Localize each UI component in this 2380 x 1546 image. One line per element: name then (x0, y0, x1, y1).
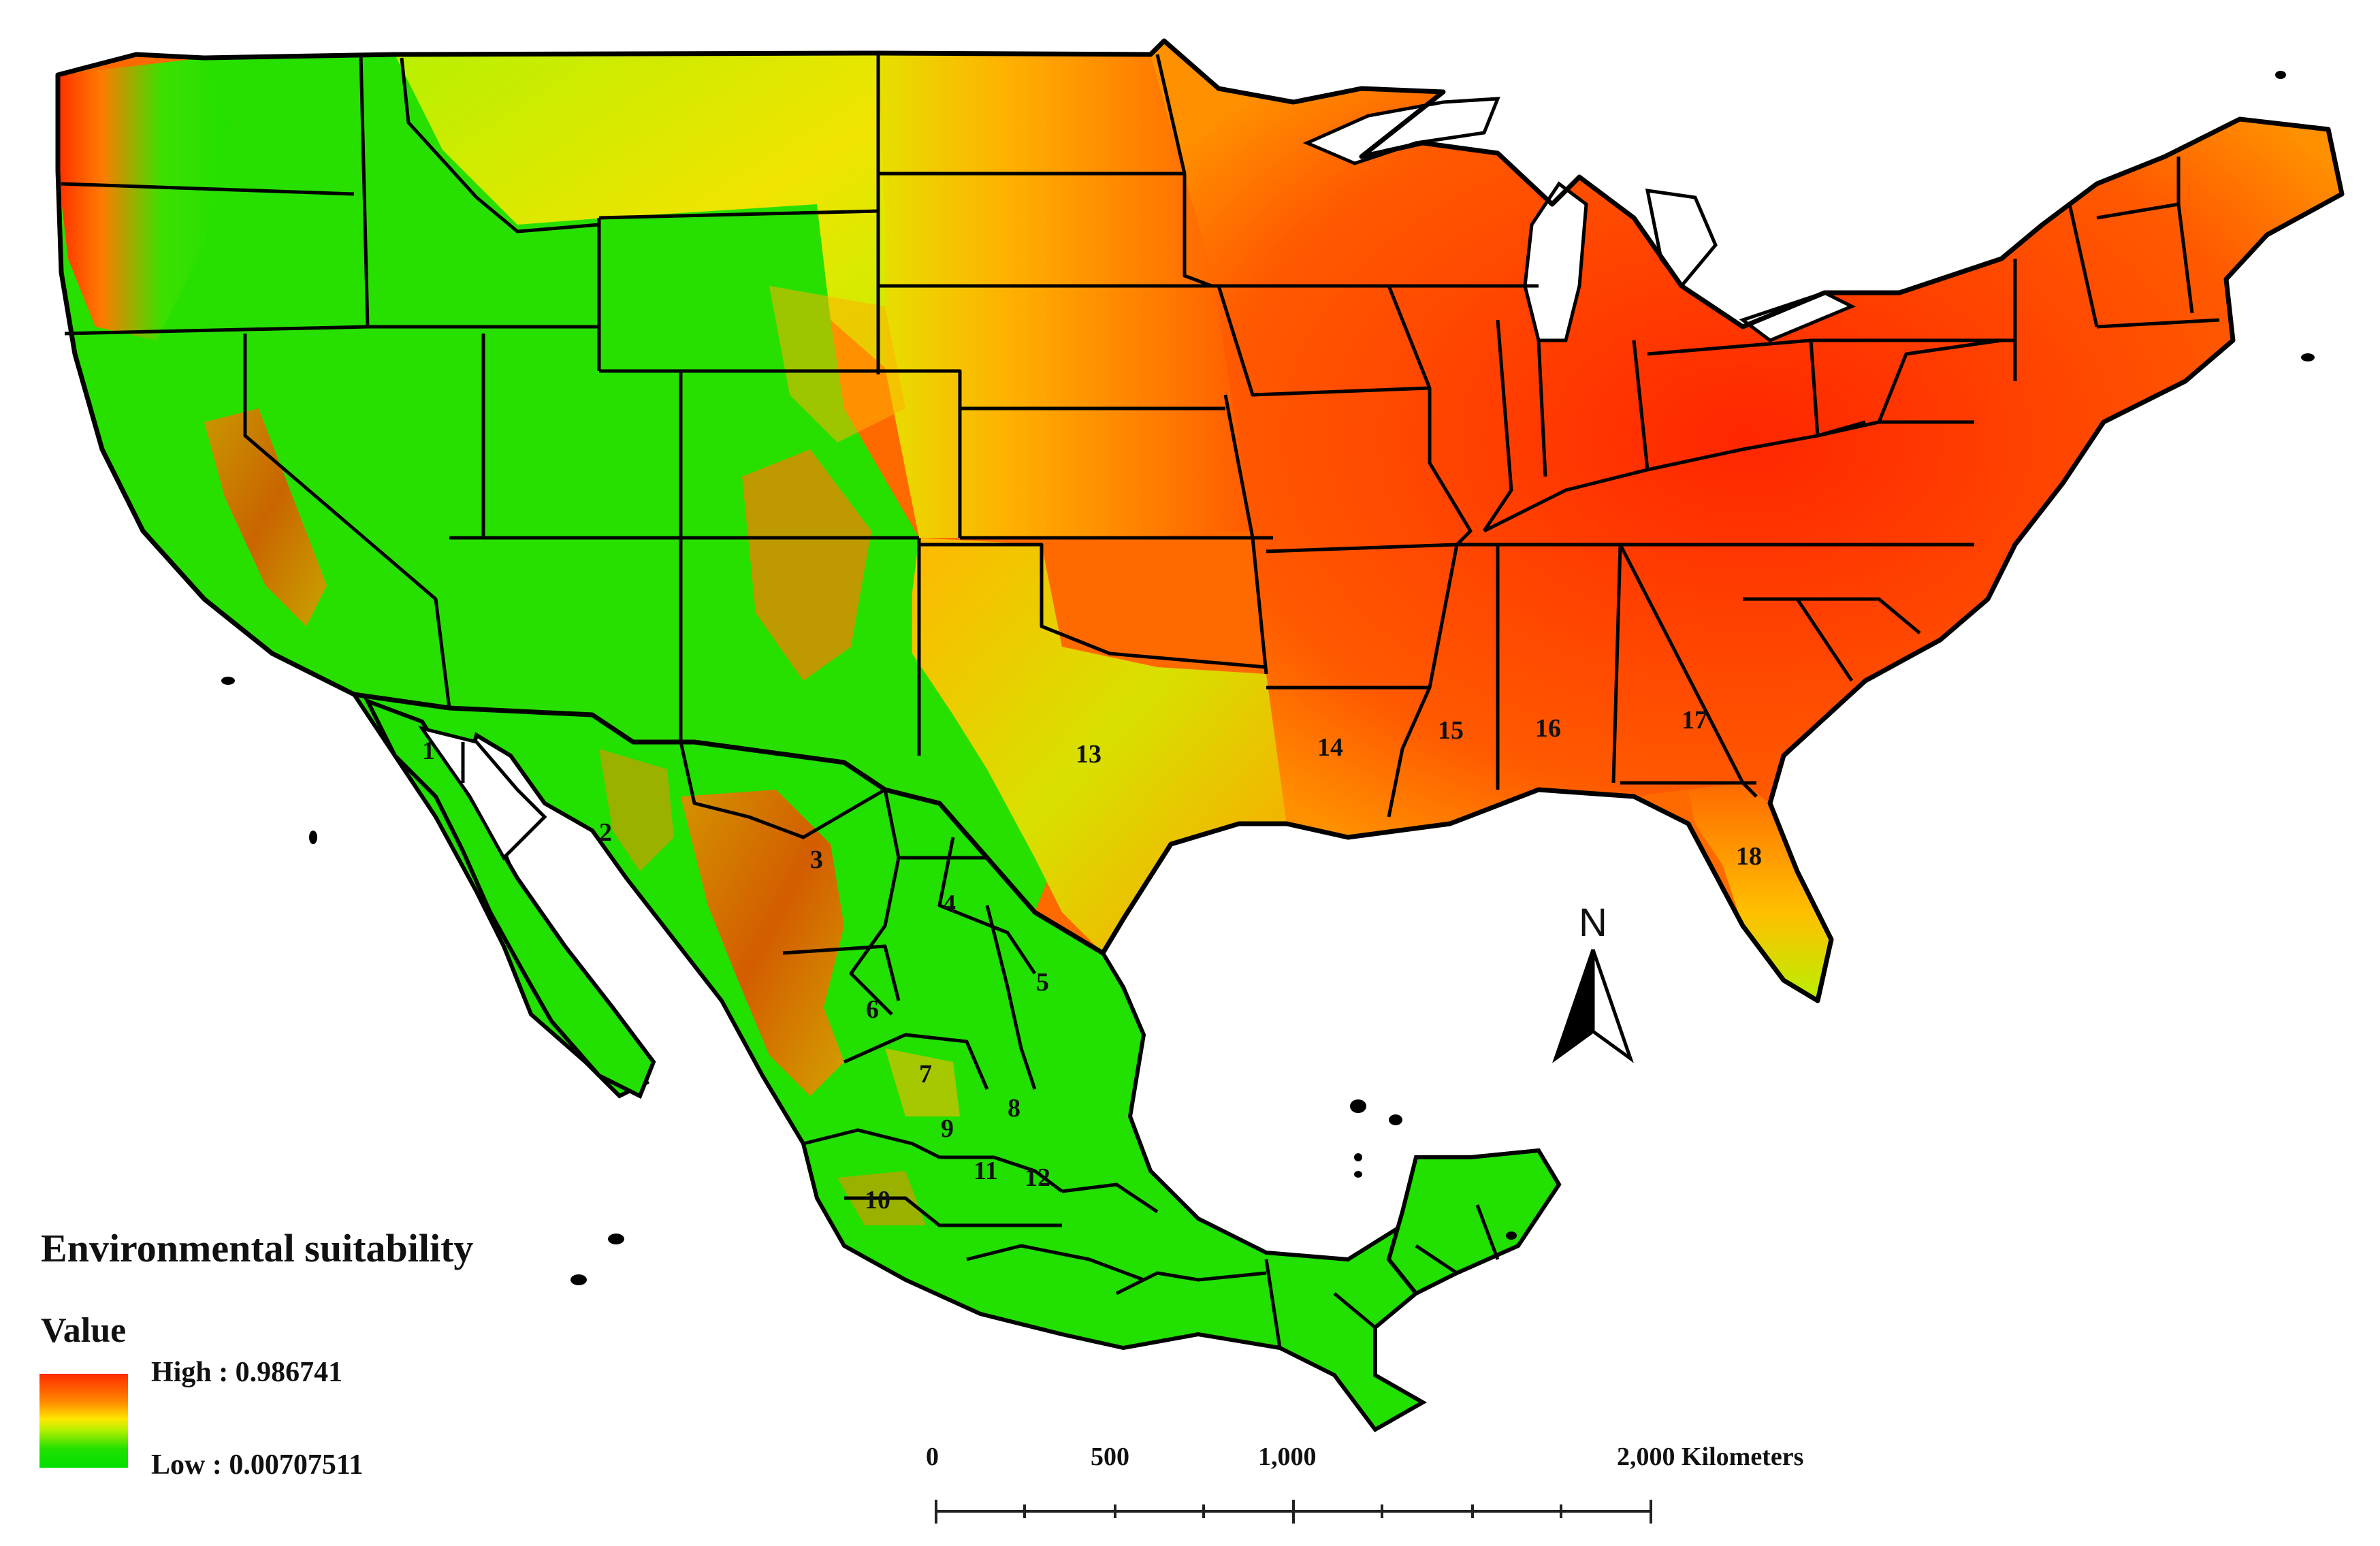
north-label: N (1579, 901, 1607, 945)
region-label: 12 (1025, 1163, 1050, 1192)
scale-tick-label: 1,000 (1258, 1443, 1317, 1471)
region-label: 14 (1317, 733, 1343, 762)
region-label: 18 (1736, 842, 1762, 871)
region-label: 2 (599, 818, 612, 847)
legend-color-ramp (39, 1374, 128, 1468)
north-arrow-icon (1591, 949, 1634, 1063)
lake-michigan (1523, 181, 1588, 342)
west-green (58, 54, 1062, 912)
pnw-coast (58, 58, 231, 340)
region-label: 7 (919, 1060, 932, 1089)
gulf-of-california (418, 725, 547, 861)
scale-bar (935, 1500, 1652, 1524)
region-label: 4 (943, 890, 956, 918)
region-label: 9 (941, 1114, 954, 1143)
region-label: 1 (422, 737, 435, 765)
legend-high-label: High : 0.986741 (151, 1357, 343, 1388)
region-label: 5 (1036, 968, 1049, 997)
yucatan (1386, 1148, 1562, 1296)
east-red (1151, 41, 2342, 837)
region-label: 16 (1535, 714, 1561, 743)
scale-tick-label: 500 (1091, 1443, 1129, 1471)
montana-yellow (395, 53, 885, 368)
colorado-patch (769, 286, 905, 442)
legend-low-label: Low : 0.00707511 (151, 1449, 364, 1481)
texas (912, 538, 1287, 953)
lake-superior (1302, 97, 1500, 165)
region-label: 8 (1008, 1094, 1020, 1123)
region-label: 11 (974, 1157, 998, 1185)
islands (221, 71, 2315, 1285)
region-label: 17 (1682, 706, 1707, 735)
region-label: 15 (1438, 716, 1464, 745)
mexico-state-borders (461, 741, 1500, 1349)
region-label: 13 (1076, 740, 1101, 769)
rockies-patch (742, 449, 871, 681)
legend-value-heading: Value (41, 1311, 127, 1350)
region-label: 10 (865, 1186, 890, 1214)
legend-title: Environmental suitability (41, 1226, 474, 1270)
scale-tick-label: 0 (926, 1443, 939, 1471)
florida (1688, 783, 1831, 1001)
region-labels: 1 2 3 4 5 6 7 8 9 10 11 12 13 14 15 16 1… (422, 706, 1762, 1214)
north-arrow: N (1552, 901, 1634, 1063)
sierra-madre (681, 790, 844, 1096)
california-strip (204, 408, 327, 626)
state-borders (55, 38, 2345, 1003)
scale-tick-label: 2,000 Kilometers (1617, 1443, 1804, 1471)
region-label: 6 (866, 995, 879, 1024)
central-patch (885, 1048, 960, 1116)
region-label: 3 (810, 846, 823, 874)
sonora-patch (599, 749, 674, 871)
